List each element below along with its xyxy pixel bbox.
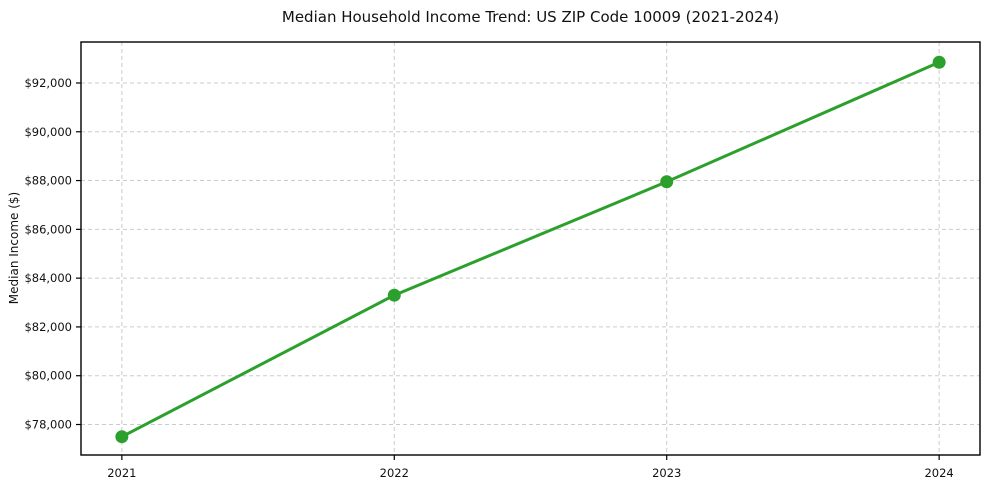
y-tick-label: $84,000 [24, 271, 72, 285]
x-tick-label: 2022 [380, 466, 409, 480]
y-tick-label: $88,000 [24, 174, 72, 188]
data-point [932, 55, 946, 69]
y-tick-label: $90,000 [24, 125, 72, 139]
data-line [120, 60, 941, 439]
y-tick-label: $80,000 [24, 369, 72, 383]
x-tick-label: 2021 [107, 466, 136, 480]
data-point [115, 430, 129, 444]
data-point [660, 175, 674, 189]
x-tick-label: 2024 [924, 466, 953, 480]
y-tick-label: $86,000 [24, 222, 72, 236]
chart-title: Median Household Income Trend: US ZIP Co… [281, 8, 780, 26]
y-tick-label: $78,000 [24, 418, 72, 432]
plot-border [80, 41, 981, 456]
y-tick-label: $92,000 [24, 76, 72, 90]
x-tick-label: 2023 [652, 466, 681, 480]
y-tick-label: $82,000 [24, 320, 72, 334]
data-point [387, 288, 401, 302]
